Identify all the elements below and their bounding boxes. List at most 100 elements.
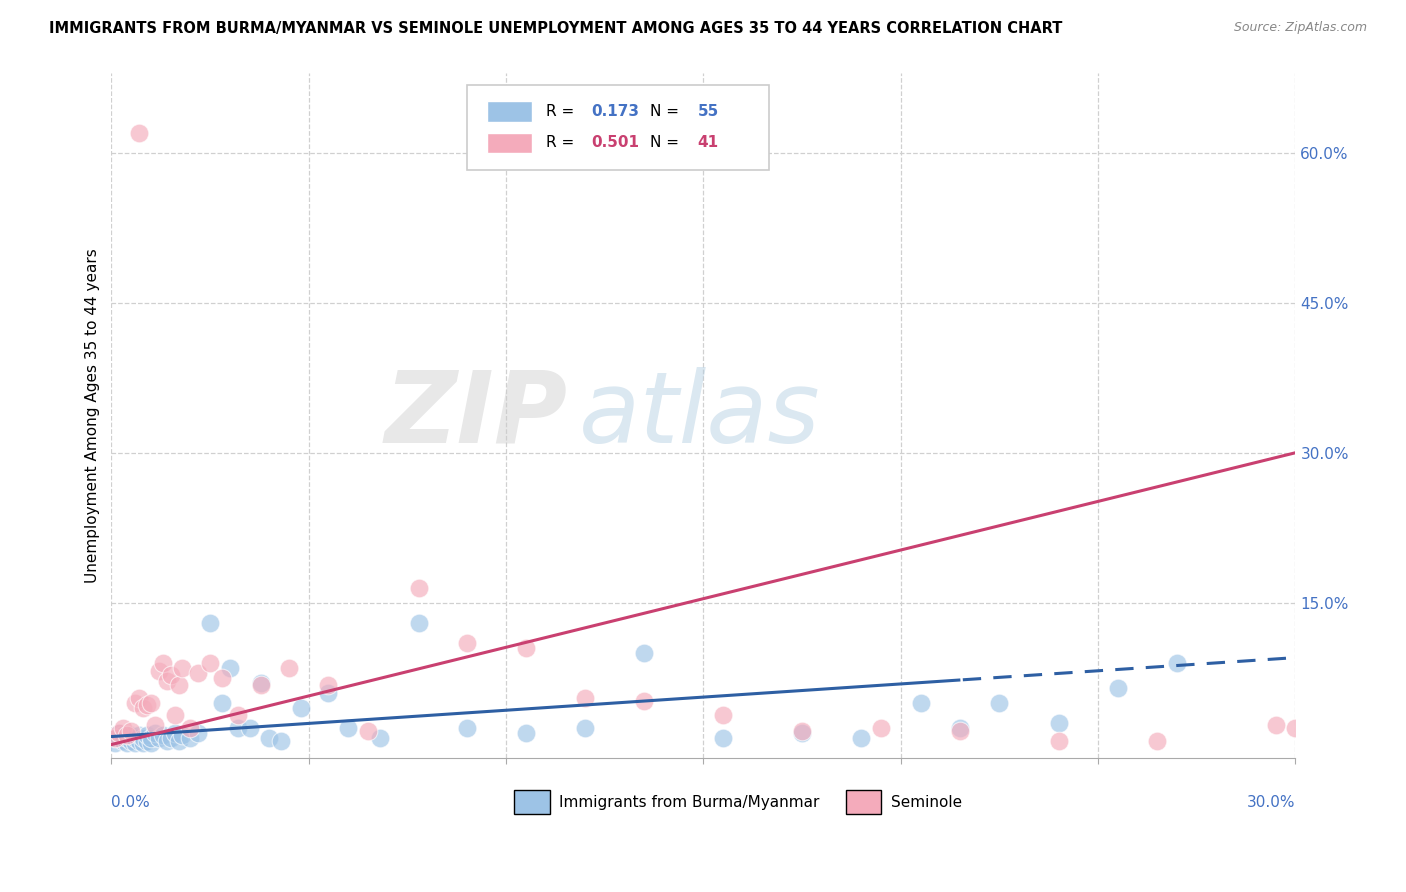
Point: [187, 725, 209, 739]
Text: N =: N =: [650, 136, 685, 151]
Point: [115, 731, 138, 745]
Point: [1264, 717, 1286, 731]
Y-axis label: Unemployment Among Ages 35 to 44 years: Unemployment Among Ages 35 to 44 years: [86, 248, 100, 582]
Point: [988, 696, 1011, 710]
Text: IMMIGRANTS FROM BURMA/MYANMAR VS SEMINOLE UNEMPLOYMENT AMONG AGES 35 TO 44 YEARS: IMMIGRANTS FROM BURMA/MYANMAR VS SEMINOL…: [49, 21, 1063, 36]
Text: 0.173: 0.173: [591, 103, 638, 119]
Point: [949, 723, 972, 738]
Text: 30.0%: 30.0%: [1247, 795, 1295, 810]
Point: [156, 733, 179, 747]
Text: 41: 41: [697, 136, 718, 151]
Point: [163, 725, 186, 739]
Point: [187, 665, 209, 680]
Text: ZIP: ZIP: [384, 367, 567, 464]
Point: [132, 735, 155, 749]
Point: [226, 707, 249, 722]
Point: [278, 660, 301, 674]
Point: [108, 725, 131, 739]
Point: [408, 615, 430, 630]
Point: [870, 721, 893, 735]
Point: [910, 696, 932, 710]
Point: [711, 731, 734, 745]
Point: [515, 725, 537, 739]
FancyBboxPatch shape: [467, 85, 769, 170]
Text: N =: N =: [650, 103, 685, 119]
Point: [124, 731, 146, 745]
Point: [104, 731, 127, 745]
Point: [456, 721, 478, 735]
Point: [115, 735, 138, 749]
Point: [124, 735, 146, 749]
Point: [259, 731, 281, 745]
Point: [337, 721, 360, 735]
Point: [124, 696, 146, 710]
Point: [408, 581, 430, 595]
Text: 0.501: 0.501: [591, 136, 638, 151]
Point: [112, 728, 135, 742]
Point: [574, 721, 596, 735]
Point: [128, 728, 150, 742]
Point: [250, 677, 273, 691]
Point: [318, 685, 340, 699]
Point: [104, 735, 127, 749]
Point: [136, 698, 159, 712]
Point: [711, 707, 734, 722]
Text: atlas: atlas: [579, 367, 821, 464]
Point: [198, 656, 221, 670]
Point: [156, 673, 179, 688]
Point: [115, 728, 138, 742]
Point: [172, 660, 194, 674]
Point: [120, 723, 142, 738]
Text: 0.0%: 0.0%: [111, 795, 150, 810]
Point: [1047, 733, 1070, 747]
Point: [226, 721, 249, 735]
Point: [574, 690, 596, 705]
Text: Seminole: Seminole: [890, 795, 962, 810]
Text: R =: R =: [546, 136, 579, 151]
Point: [159, 731, 181, 745]
Point: [152, 656, 174, 670]
Point: [270, 733, 292, 747]
Point: [136, 728, 159, 742]
Point: [633, 693, 655, 707]
Point: [172, 728, 194, 742]
Point: [143, 717, 166, 731]
Point: [108, 731, 131, 745]
Point: [211, 696, 233, 710]
Point: [139, 731, 162, 745]
Point: [179, 731, 201, 745]
FancyBboxPatch shape: [486, 133, 531, 153]
FancyBboxPatch shape: [515, 789, 550, 814]
FancyBboxPatch shape: [845, 789, 882, 814]
FancyBboxPatch shape: [486, 101, 531, 121]
Text: 55: 55: [697, 103, 718, 119]
Point: [851, 731, 873, 745]
Text: Immigrants from Burma/Myanmar: Immigrants from Burma/Myanmar: [560, 795, 820, 810]
Point: [132, 731, 155, 745]
Point: [368, 731, 391, 745]
Point: [1166, 656, 1188, 670]
Point: [290, 700, 312, 714]
Point: [128, 733, 150, 747]
Point: [515, 640, 537, 655]
Point: [211, 671, 233, 685]
Point: [152, 728, 174, 742]
Point: [132, 700, 155, 714]
Point: [167, 733, 190, 747]
Point: [1284, 721, 1306, 735]
Point: [218, 660, 240, 674]
Point: [148, 731, 170, 745]
Point: [112, 721, 135, 735]
Point: [250, 675, 273, 690]
Point: [1047, 715, 1070, 730]
Point: [790, 723, 813, 738]
Point: [128, 126, 150, 140]
Text: Source: ZipAtlas.com: Source: ZipAtlas.com: [1233, 21, 1367, 34]
Point: [1107, 681, 1129, 695]
Point: [949, 721, 972, 735]
Point: [112, 733, 135, 747]
Point: [108, 725, 131, 739]
Point: [1146, 733, 1168, 747]
Point: [128, 690, 150, 705]
Point: [143, 725, 166, 739]
